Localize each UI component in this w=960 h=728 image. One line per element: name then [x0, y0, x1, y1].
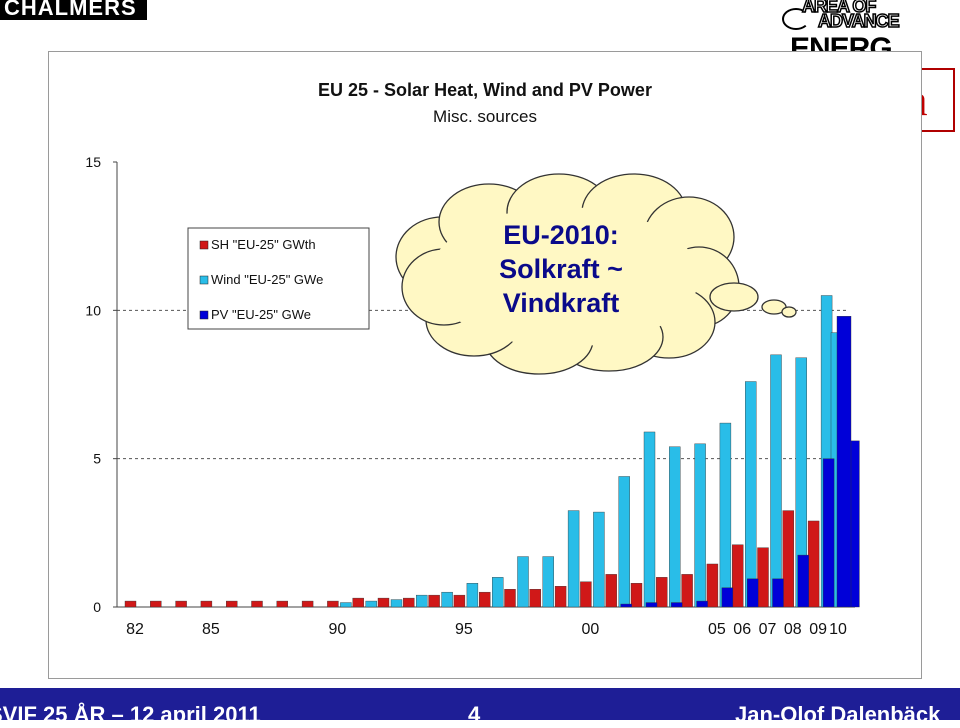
bar-sh — [301, 600, 314, 608]
bar-sh — [504, 589, 516, 608]
x-tick-label: 85 — [202, 621, 220, 638]
callout-trail — [781, 306, 797, 318]
bar-pv — [620, 603, 632, 608]
bar-wind — [340, 602, 352, 608]
footer-author: Jan-Olof Dalenbäck — [735, 702, 941, 727]
bar-pv — [772, 578, 784, 608]
callout-core — [429, 207, 699, 347]
bar-sh — [554, 586, 567, 608]
bar-wind — [416, 594, 428, 608]
legend-label: PV "EU-25" GWe — [211, 307, 311, 322]
bar-sh — [352, 597, 364, 608]
bar-wind — [390, 599, 403, 608]
x-tick-label: 09 — [809, 621, 827, 638]
bar-sh — [377, 597, 390, 608]
bar-sh — [782, 510, 794, 608]
bar-wind — [745, 381, 757, 608]
bar-sh — [656, 577, 668, 608]
bar-wind — [466, 583, 479, 608]
bar-sh — [706, 563, 719, 608]
legend-label: Wind "EU-25" GWe — [211, 272, 323, 287]
bar-sh — [225, 600, 238, 608]
logo-line-1: AREA OF — [801, 0, 877, 17]
bar-sh — [630, 583, 643, 608]
legend-label: SH "EU-25" GWth — [211, 237, 316, 252]
chart-subtitle: Misc. sources — [433, 107, 537, 126]
footer-event: SVIF 25 ÅR – 12 april 2011 — [0, 702, 261, 727]
bar-pv — [822, 458, 835, 608]
bar-wind — [567, 510, 580, 608]
bar-wind — [517, 556, 529, 608]
bar-sh — [150, 600, 162, 608]
x-tick-label: 00 — [582, 621, 600, 638]
bar-sh — [276, 600, 289, 608]
chart-title: EU 25 - Solar Heat, Wind and PV Power — [318, 80, 652, 100]
bar-sh — [403, 597, 415, 608]
chart-frame: EU 25 - Solar Heat, Wind and PV Power Mis… — [48, 51, 922, 679]
legend-swatch — [199, 240, 209, 250]
bar-sh — [732, 544, 744, 608]
bar-sh — [428, 594, 440, 608]
footer-bar: SVIF 25 ÅR – 12 april 2011 4 Jan-Olof Da… — [0, 688, 960, 727]
bar-sh — [251, 600, 263, 608]
bar-sh — [200, 600, 213, 608]
footer-page-number: 4 — [468, 702, 481, 727]
bar-sh — [327, 600, 339, 608]
bar-sh — [580, 581, 592, 608]
y-tick-label: 5 — [93, 451, 101, 467]
bar-pv — [797, 554, 809, 608]
x-tick-label: 95 — [455, 621, 473, 638]
legend-swatch — [199, 310, 209, 320]
bar-sh — [681, 574, 693, 608]
bar-wind — [694, 443, 706, 608]
y-tick-label: 10 — [85, 302, 101, 318]
y-tick-label: 15 — [85, 154, 101, 170]
bar-sh — [529, 589, 541, 608]
callout-text: Solkraft ~ — [499, 254, 623, 284]
bar-pv — [696, 600, 708, 608]
bar-wind — [365, 600, 377, 608]
chalmers-logo: CHALMERS — [0, 0, 147, 20]
legend-box — [187, 227, 370, 330]
bar-wind — [441, 591, 453, 608]
bar-pv — [671, 602, 683, 608]
x-tick-label: 08 — [784, 621, 802, 638]
callout-text: EU-2010: — [503, 220, 619, 250]
y-tick-label: 0 — [93, 599, 101, 615]
bar-wind — [669, 446, 681, 608]
bar-wind — [643, 431, 656, 608]
bar-wind — [719, 422, 732, 608]
x-tick-label: 07 — [759, 621, 777, 638]
x-tick-label: 10 — [829, 621, 847, 638]
x-tick-label: 06 — [733, 621, 751, 638]
bar-sh — [757, 547, 769, 608]
chart-svg: EU 25 - Solar Heat, Wind and PV Power Mis… — [85, 80, 860, 638]
bar-wind — [542, 556, 554, 608]
bar-pv — [836, 316, 852, 608]
x-tick-label: 05 — [708, 621, 726, 638]
bar-sh — [479, 591, 491, 608]
bar-sh — [605, 574, 617, 608]
bar-pv — [721, 587, 734, 608]
top-header: CHALMERS AREA OF ADVANCE ENERG — [0, 0, 960, 65]
x-tick-label: 90 — [329, 621, 347, 638]
legend: SH "EU-25" GWth Wind "EU-25" GWe PV "EU-25… — [187, 227, 370, 330]
bar-pv — [747, 578, 759, 608]
bar-wind — [618, 476, 630, 608]
callout-text: Vindkraft — [503, 288, 620, 318]
bar-wind — [593, 511, 605, 608]
bar-wind — [770, 354, 782, 608]
x-tick-label: 82 — [126, 621, 144, 638]
bar-pv — [645, 602, 658, 608]
callout-bubble: EU-2010: Solkraft ~ Vindkraft — [395, 173, 797, 375]
bar-sh — [124, 600, 137, 608]
bar-wind — [492, 577, 504, 608]
bar-sh — [453, 594, 466, 608]
legend-swatch — [199, 275, 209, 285]
bar-sh — [175, 600, 187, 608]
logo-line-2: ADVANCE — [817, 10, 900, 32]
bar-sh — [807, 520, 820, 608]
swoosh-icon — [782, 8, 810, 30]
callout-trail — [709, 282, 759, 312]
